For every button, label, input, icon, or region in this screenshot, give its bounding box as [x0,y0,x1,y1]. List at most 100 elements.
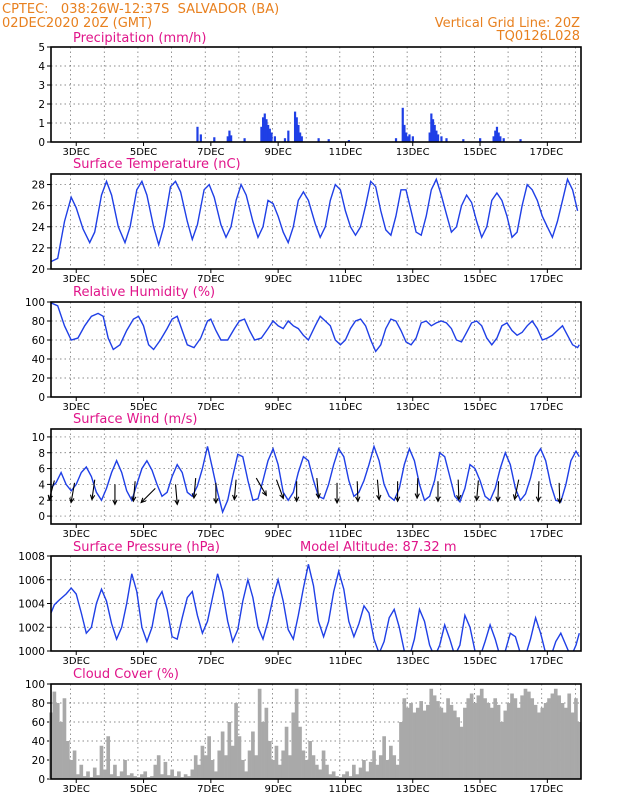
cloud-cover-bar [527,691,531,779]
precipitation-bar [299,132,302,142]
cloud-cover-bar [409,703,413,779]
precipitation-xtick-label: 9DEC [264,147,291,158]
humidity-frame [50,301,582,398]
cloud-cover-bar [281,750,286,779]
cloud-cover-bar [365,771,370,779]
precipitation-bar [260,126,263,142]
cloud-cover-ytick-label: 20 [32,755,45,767]
cloud-cover-bar [106,736,111,779]
cloud-cover-bar [493,698,498,779]
wind-ytick-label: 8 [38,448,45,460]
precipitation-ytick-label: 1 [38,118,45,130]
cloud-cover-bar [180,777,185,779]
cloud-cover-bar [543,703,548,779]
cloud-cover-xtick-label: 9DEC [264,784,291,795]
precipitation-bar [405,132,408,142]
precipitation-bar [297,124,300,142]
cloud-cover-bar [109,774,114,779]
cloud-cover-bar [76,774,80,779]
cloud-cover-bar [146,777,151,779]
cloud-cover-bar [55,703,60,779]
wind-vector [232,479,238,501]
cloud-cover-bar [99,745,104,779]
cloud-cover-bar [315,764,319,779]
wind-vector [557,482,563,505]
humidity-line [51,302,580,353]
wind-vector [355,481,361,503]
pressure-xtick-label: 13DEC [396,656,430,667]
cloud-cover-bar [530,698,535,779]
cloud-cover-bar [399,722,403,779]
wind-frame [50,428,582,525]
cloud-cover-bar [335,776,339,779]
cloud-cover-bar [143,771,148,779]
cloud-cover-bar [261,722,265,779]
cloud-cover-bar [190,769,195,779]
cloud-cover-bar [69,760,74,779]
humidity-ytick-label: 0 [38,392,45,404]
cloud-cover-bar [244,771,249,779]
humidity-xtick-label: 7DEC [197,402,224,413]
precipitation-bar [226,136,229,142]
precipitation-bar [440,136,443,142]
precipitation-xtick-label: 11DEC [329,147,363,158]
wind-xtick-label: 7DEC [197,529,224,540]
cloud-cover-bar [254,755,259,779]
cloud-cover-bar [274,745,279,779]
pressure-line [51,564,580,651]
cloud-cover-bar [449,704,454,779]
precipitation-bar [347,140,351,142]
temperature-xtick-label: 9DEC [264,274,291,285]
cloud-cover-xtick-label: 7DEC [197,784,224,795]
precipitation-title: Precipitation (mm/h) [73,31,206,46]
cloud-cover-bar [456,717,461,779]
cloud-cover-bar [82,776,87,779]
precipitation-bar [492,136,495,142]
cloud-cover-bar [362,760,366,779]
precipitation-bar [230,135,233,142]
cloud-cover-bar [103,769,107,779]
pressure-xtick-label: 11DEC [329,656,363,667]
precipitation-bar [270,132,273,142]
cloud-cover-bar [240,760,245,779]
cloud-cover-title: Cloud Cover (%) [73,667,179,682]
cloud-cover-bar [338,777,343,779]
cloud-cover-bar [412,712,417,779]
temperature-ytick-label: 26 [32,201,46,213]
wind-xtick-label: 9DEC [264,529,291,540]
cloud-cover-bar [473,703,477,779]
wind-xtick-label: 17DEC [529,529,563,540]
cloud-cover-bar [301,750,306,779]
cloud-cover-bar [395,764,400,779]
temperature-xtick-label: 5DEC [130,274,157,285]
cloud-cover-bar [150,776,154,779]
precipitation-bar [327,139,330,142]
precipitation-xtick-label: 13DEC [396,147,430,158]
cloud-cover-bar [553,688,558,779]
cloud-cover-bar [560,703,565,779]
cloud-cover-bar [210,760,215,779]
cloud-cover-bar [237,736,242,779]
cloud-cover-bar [385,760,390,779]
cloud-cover-xtick-label: 11DEC [329,784,363,795]
cloud-cover-bar [318,769,323,779]
wind-vector [474,480,480,502]
wind-vector [140,487,156,504]
cloud-cover-bar [321,750,326,779]
cloud-cover-bar [214,771,218,779]
precipitation-xtick-label: 7DEC [197,147,224,158]
wind-xtick-label: 5DEC [130,529,157,540]
cloud-cover-bar [116,776,121,779]
cloud-cover-bar [217,750,222,779]
wind-panel: Surface Wind (m/s) 0 2 4 6 8 10 3DEC 5DEC 7DEC 9DE… [32,412,582,540]
pressure-ytick-label: 1004 [18,599,45,611]
precipitation-bar [273,136,276,142]
cloud-cover-xtick-label: 5DEC [130,784,157,795]
precipitation-bar [262,117,265,142]
precipitation-ytick-label: 5 [38,42,45,54]
humidity-xtick-label: 15DEC [463,402,497,413]
temperature-frame [50,173,582,270]
precipitation-bar [436,134,440,142]
temperature-xtick-label: 15DEC [463,274,497,285]
